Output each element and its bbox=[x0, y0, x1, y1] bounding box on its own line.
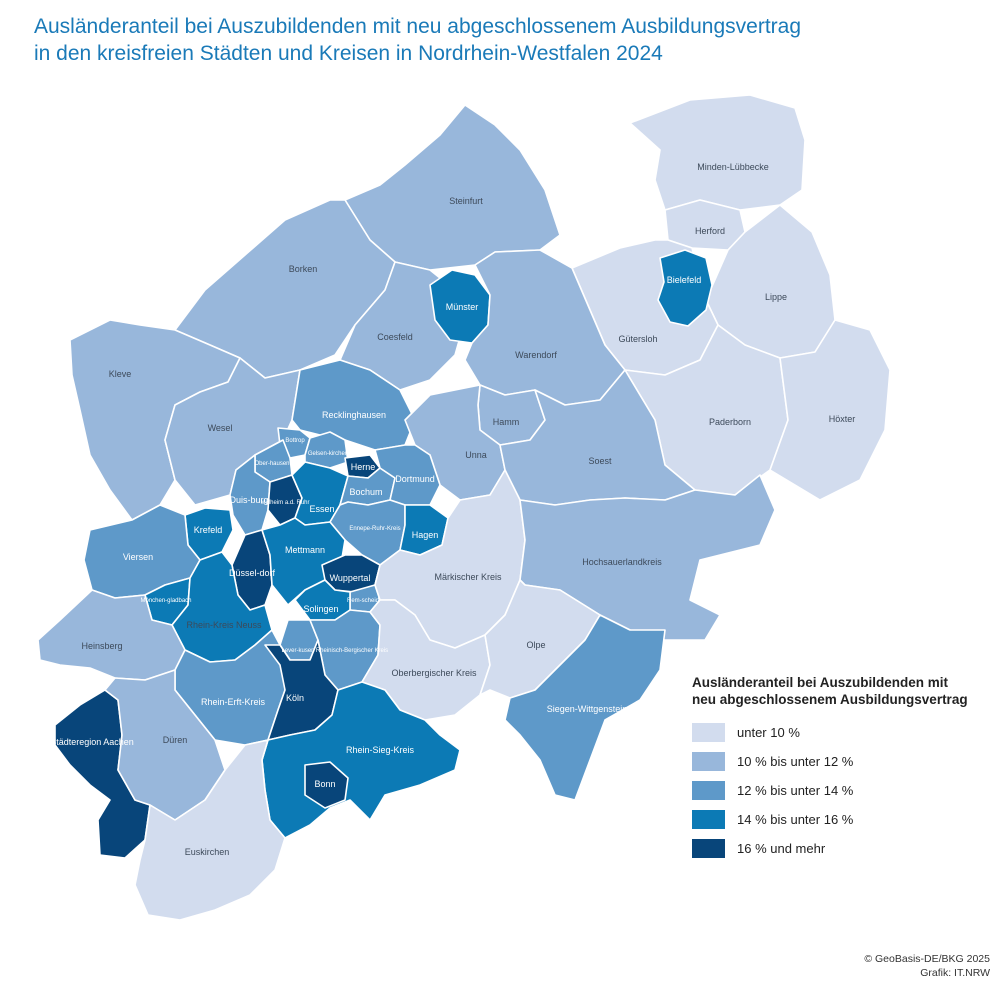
label-unna: Unna bbox=[465, 450, 487, 460]
label-herne: Herne bbox=[351, 462, 376, 472]
label-dueren: Düren bbox=[163, 735, 188, 745]
legend-swatch bbox=[692, 751, 725, 771]
label-soest: Soest bbox=[588, 456, 612, 466]
legend-title-line-1: Ausländeranteil bei Auszubildenden mit bbox=[692, 675, 949, 690]
legend-label: 12 % bis unter 14 % bbox=[737, 782, 854, 798]
legend-label: 14 % bis unter 16 % bbox=[737, 811, 854, 827]
region-hoexter[interactable] bbox=[769, 319, 891, 501]
label-viersen: Viersen bbox=[123, 552, 153, 562]
label-rhein-sieg-kreis: Rhein-Sieg-Kreis bbox=[346, 745, 415, 755]
label-rhein-erft-kreis: Rhein-Erft-Kreis bbox=[201, 697, 266, 707]
label-moenchengladbach: Mönchen-gladbach bbox=[140, 598, 191, 604]
label-bottrop: Bottrop bbox=[285, 438, 305, 444]
label-coesfeld: Coesfeld bbox=[377, 332, 413, 342]
label-herford: Herford bbox=[695, 226, 725, 236]
label-guetersloh: Gütersloh bbox=[618, 334, 657, 344]
label-staedteregion-aachen: Städteregion Aachen bbox=[50, 737, 134, 747]
label-remscheid: Rem-scheid bbox=[347, 598, 379, 604]
label-heinsberg: Heinsberg bbox=[81, 641, 122, 651]
label-maerkischer-kreis: Märkischer Kreis bbox=[434, 572, 502, 582]
region-gelsenkirchen[interactable] bbox=[304, 431, 349, 469]
label-dortmund: Dortmund bbox=[395, 474, 435, 484]
label-bonn: Bonn bbox=[314, 779, 335, 789]
label-duisburg: Duis-burg bbox=[229, 495, 268, 505]
label-rheinisch-bergischer-kreis: Rheinisch-Bergischer Kreis bbox=[316, 648, 388, 654]
label-warendorf: Warendorf bbox=[515, 350, 557, 360]
legend-swatch bbox=[692, 780, 725, 800]
label-hochsauerlandkreis: Hochsauerlandkreis bbox=[582, 557, 662, 567]
region-dortmund[interactable] bbox=[374, 444, 441, 506]
page-title: Ausländeranteil bei Auszubildenden mit n… bbox=[34, 13, 974, 67]
legend-label: 10 % bis unter 12 % bbox=[737, 753, 854, 769]
label-duesseldorf: Düssel-dorf bbox=[229, 568, 276, 578]
label-hoexter: Höxter bbox=[829, 414, 856, 424]
credit: © GeoBasis-DE/BKG 2025 Grafik: IT.NRW bbox=[864, 952, 990, 980]
label-minden-luebbecke: Minden-Lübbecke bbox=[697, 162, 769, 172]
label-steinfurt: Steinfurt bbox=[449, 196, 483, 206]
label-leverkusen: Lever-kusen bbox=[281, 648, 314, 654]
region-siegen-wittgenstein[interactable] bbox=[504, 614, 666, 801]
label-gelsenkirchen: Gelsen-kirchen bbox=[308, 451, 348, 457]
label-oberbergischer-kreis: Oberbergischer Kreis bbox=[391, 668, 477, 678]
map-legend: Ausländeranteil bei Auszubildenden mit n… bbox=[692, 674, 992, 867]
label-krefeld: Krefeld bbox=[194, 525, 223, 535]
label-lippe: Lippe bbox=[765, 292, 787, 302]
label-recklinghausen: Recklinghausen bbox=[322, 410, 386, 420]
region-euskirchen[interactable] bbox=[134, 739, 286, 921]
label-muenster: Münster bbox=[446, 302, 479, 312]
label-koeln: Köln bbox=[286, 693, 304, 703]
label-bochum: Bochum bbox=[349, 487, 382, 497]
label-oberhausen: Ober-hausen bbox=[254, 461, 289, 467]
legend-item: 14 % bis unter 16 % bbox=[692, 809, 992, 829]
title-line-2: in den kreisfreien Städten und Kreisen i… bbox=[34, 42, 663, 65]
label-bielefeld: Bielefeld bbox=[667, 275, 702, 285]
label-essen: Essen bbox=[309, 504, 334, 514]
legend-item: 16 % und mehr bbox=[692, 838, 992, 858]
label-olpe: Olpe bbox=[526, 640, 545, 650]
label-borken: Borken bbox=[289, 264, 318, 274]
label-mettmann: Mettmann bbox=[285, 545, 325, 555]
legend-swatch bbox=[692, 722, 725, 742]
legend-title: Ausländeranteil bei Auszubildenden mit n… bbox=[692, 674, 992, 708]
legend-label: unter 10 % bbox=[737, 724, 800, 740]
title-line-1: Ausländeranteil bei Auszubildenden mit n… bbox=[34, 15, 802, 38]
label-ennepe-ruhr: Ennepe-Ruhr-Kreis bbox=[349, 526, 400, 532]
region-minden-luebbecke[interactable] bbox=[629, 94, 806, 211]
credit-line-2: Grafik: IT.NRW bbox=[920, 967, 990, 979]
label-paderborn: Paderborn bbox=[709, 417, 751, 427]
label-solingen: Solingen bbox=[303, 604, 338, 614]
label-rhein-kreis-neuss: Rhein-Kreis Neuss bbox=[186, 620, 262, 630]
label-wuppertal: Wuppertal bbox=[330, 573, 371, 583]
label-kleve: Kleve bbox=[109, 369, 132, 379]
legend-item: unter 10 % bbox=[692, 722, 992, 742]
region-bielefeld[interactable] bbox=[657, 249, 713, 327]
label-siegen-wittgenstein: Siegen-Wittgenstein bbox=[547, 704, 628, 714]
label-wesel: Wesel bbox=[208, 423, 233, 433]
credit-line-1: © GeoBasis-DE/BKG 2025 bbox=[864, 953, 990, 965]
label-euskirchen: Euskirchen bbox=[185, 847, 230, 857]
legend-swatch bbox=[692, 809, 725, 829]
region-steinfurt[interactable] bbox=[344, 104, 561, 271]
legend-title-line-2: neu abgeschlossenem Ausbildungsvertrag bbox=[692, 692, 968, 707]
legend-label: 16 % und mehr bbox=[737, 840, 826, 856]
legend-item: 10 % bis unter 12 % bbox=[692, 751, 992, 771]
label-hamm: Hamm bbox=[493, 417, 520, 427]
label-hagen: Hagen bbox=[412, 530, 439, 540]
label-muelheim: Mülheim a.d. Ruhr bbox=[260, 500, 309, 506]
region-labels: Minden-Lübbecke Herford Bielefeld Lippe … bbox=[50, 162, 855, 857]
legend-swatch bbox=[692, 838, 725, 858]
legend-item: 12 % bis unter 14 % bbox=[692, 780, 992, 800]
region-duisburg[interactable] bbox=[229, 454, 271, 536]
region-bonn[interactable] bbox=[304, 761, 349, 809]
